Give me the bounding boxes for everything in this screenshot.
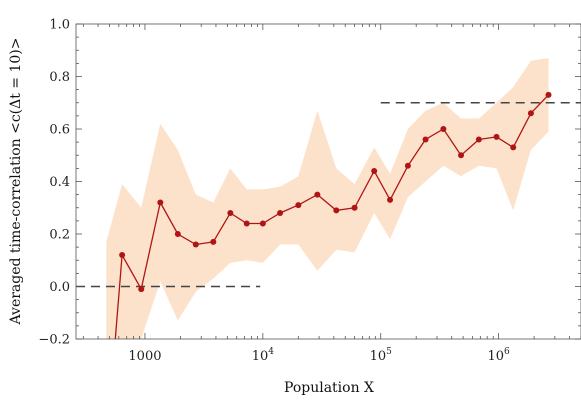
data-point bbox=[458, 152, 465, 159]
data-point bbox=[371, 168, 378, 174]
error-band bbox=[106, 58, 549, 339]
y-tick-label: −0.2 bbox=[38, 333, 70, 348]
data-point bbox=[422, 136, 429, 143]
data-point bbox=[295, 202, 302, 209]
y-tick-label: 0.4 bbox=[49, 175, 70, 190]
y-axis-tick-labels: −0.2 0.0 0.2 0.4 0.6 0.8 1.0 bbox=[38, 18, 70, 348]
data-point bbox=[259, 220, 266, 227]
data-point bbox=[314, 191, 321, 198]
x-tick-label: 104 bbox=[252, 347, 275, 364]
y-tick-label: 0.0 bbox=[49, 280, 70, 295]
data-point bbox=[387, 196, 394, 203]
data-point bbox=[277, 210, 284, 216]
reference-lines bbox=[76, 102, 581, 288]
y-tick-label: 0.8 bbox=[49, 70, 70, 85]
data-point bbox=[510, 144, 517, 151]
data-point bbox=[404, 162, 411, 169]
data-point bbox=[227, 210, 234, 216]
data-point bbox=[174, 231, 181, 237]
x-tick-label: 106 bbox=[487, 347, 510, 364]
y-tick-label: 1.0 bbox=[49, 18, 70, 33]
plot-area bbox=[76, 58, 581, 339]
x-tick-label: 105 bbox=[370, 347, 393, 364]
y-tick-label: 0.2 bbox=[49, 228, 70, 243]
data-point bbox=[475, 136, 482, 143]
data-point bbox=[192, 241, 199, 248]
series-line bbox=[114, 94, 549, 339]
data-point bbox=[351, 204, 358, 211]
data-point bbox=[119, 252, 126, 258]
data-point bbox=[243, 220, 250, 227]
y-tick-label: 0.6 bbox=[49, 123, 70, 138]
data-points bbox=[119, 91, 552, 293]
x-axis-title: Population X bbox=[284, 380, 374, 396]
data-point bbox=[138, 286, 145, 293]
x-axis-tick-labels: 1000 104 105 106 bbox=[128, 347, 510, 364]
data-point bbox=[440, 126, 447, 132]
data-point bbox=[527, 110, 534, 117]
data-point bbox=[210, 238, 217, 245]
data-point bbox=[333, 207, 340, 214]
axis-ticks bbox=[76, 23, 581, 340]
y-axis-title: Averaged time-correlation <c(Δt = 10)> bbox=[8, 38, 24, 326]
data-point bbox=[545, 91, 552, 98]
data-point bbox=[493, 133, 500, 140]
x-tick-label: 1000 bbox=[128, 349, 161, 364]
data-point bbox=[157, 199, 164, 206]
